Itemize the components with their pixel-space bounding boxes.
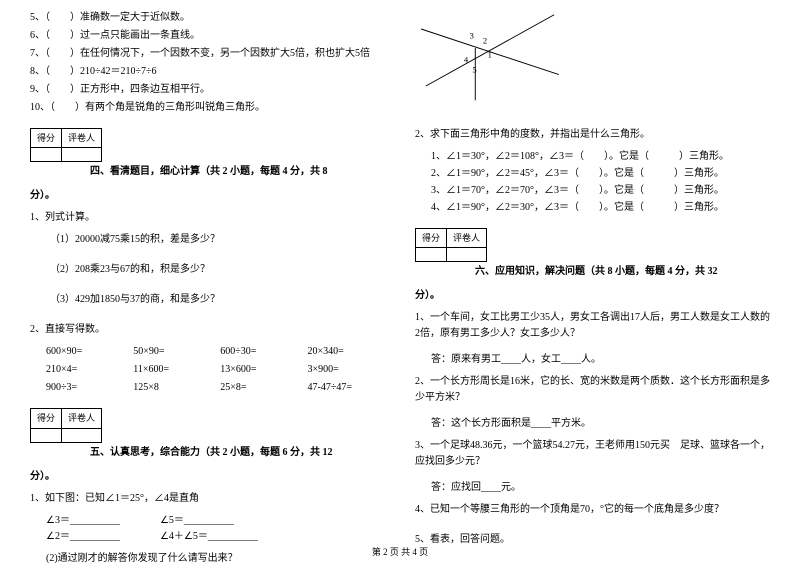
svg-text:2: 2 [483,35,487,45]
svg-text:5: 5 [472,65,476,75]
calc-cell: 13×600= [220,362,289,378]
true-false-block: 5、（ ）准确数一定大于近似数。 6、（ ）过一点只能画出一条直线。 7、（ ）… [30,10,385,116]
angle-group: 1、∠1＝30°，∠2＝108°，∠3＝（ ）。它是（ ）三角形。 2、∠1＝9… [431,149,770,216]
blank: ∠4＋∠5＝__________ [160,529,258,545]
score-row-4: 得分 评卷人 [30,128,385,162]
s6-q1: 1、一个车间，女工比男工少35人，男女工各调出17人后，男工人数是女工人数的2倍… [415,310,770,342]
svg-text:4: 4 [464,54,469,64]
s6-q4: 4、已知一个等腰三角形的一个顶角是70，°它的每一个底角是多少度？ [415,502,770,518]
score-table: 得分 评卷人 [415,228,487,262]
section-4-tail: 分）。 [30,188,385,204]
calc-cell: 125×8 [133,380,202,396]
score-table: 得分 评卷人 [30,128,102,162]
grader-label: 评卷人 [62,129,102,148]
angle-item: 4、∠1＝90°，∠2＝30°，∠3＝（ ）。它是（ ）三角形。 [431,200,770,216]
s4-q1b: （2）208乘23与67的和，积是多少？ [50,262,385,278]
calc-grid: 600×90= 50×90= 600÷30= 20×340= 210×4= 11… [46,344,385,396]
blank: ∠3＝__________ [46,513,120,529]
calc-cell: 900÷3= [46,380,115,396]
calc-cell: 47-47÷47= [308,380,385,396]
tf-item: 9、（ ）正方形中，四条边互相平行。 [30,82,385,98]
angle-item: 2、∠1＝90°，∠2＝45°，∠3＝（ ）。它是（ ）三角形。 [431,166,770,182]
score-row-5: 得分 评卷人 [30,408,385,442]
angle-diagram: 321 45 [415,10,565,105]
blank-row: ∠2＝__________ ∠4＋∠5＝__________ [46,529,385,545]
score-label: 得分 [31,409,62,428]
score-table: 得分 评卷人 [30,408,102,442]
svg-text:3: 3 [470,31,474,41]
right-column: 321 45 2、求下面三角形中角的度数，并指出是什么三角形。 1、∠1＝30°，… [415,10,770,573]
s4-q1a: （1）20000减75乘15的积，差是多少？ [50,232,385,248]
tf-item: 5、（ ）准确数一定大于近似数。 [30,10,385,26]
tf-item: 7、（ ）在任何情况下，一个因数不变，另一个因数扩大5倍，积也扩大5倍 [30,46,385,62]
calc-cell: 20×340= [308,344,385,360]
s6-q3: 3、一个足球48.36元，一个篮球54.27元，王老师用150元买 足球、篮球各… [415,438,770,470]
s6-a3: 答：应找回____元。 [431,480,770,496]
calc-cell: 50×90= [133,344,202,360]
grader-label: 评卷人 [62,409,102,428]
calc-cell: 11×600= [133,362,202,378]
section-6-title: 六、应用知识，解决问题（共 8 小题，每题 4 分，共 32 [475,264,770,280]
s6-a2: 答：这个长方形面积是____平方米。 [431,416,770,432]
score-label: 得分 [416,229,447,248]
svg-text:1: 1 [488,50,492,60]
tf-item: 8、（ ）210÷42＝210÷7÷6 [30,64,385,80]
blank-row: ∠3＝__________ ∠5＝__________ [46,513,385,529]
score-row-6: 得分 评卷人 [415,228,770,262]
tf-item: 6、（ ）过一点只能画出一条直线。 [30,28,385,44]
page-footer: 第 2 页 共 4 页 [0,545,800,559]
s4-q1: 1、列式计算。 [30,210,385,226]
s6-a1: 答：原来有男工____人，女工____人。 [431,352,770,368]
blank: ∠5＝__________ [160,513,234,529]
s4-q1c: （3）429加1850与37的商，和是多少？ [50,292,385,308]
calc-cell: 600÷30= [220,344,289,360]
s6-q2: 2、一个长方形周长是16米，它的长、宽的米数是两个质数．这个长方形面积是多少平方… [415,374,770,406]
section-5-title: 五、认真思考，综合能力（共 2 小题，每题 6 分，共 12 [90,445,385,461]
tf-item: 10、（ ）有两个角是锐角的三角形叫锐角三角形。 [30,100,385,116]
blank: ∠2＝__________ [46,529,120,545]
grader-label: 评卷人 [447,229,487,248]
section-5-tail: 分）。 [30,469,385,485]
calc-cell: 600×90= [46,344,115,360]
angle-item: 3、∠1＝70°，∠2＝70°，∠3＝（ ）。它是（ ）三角形。 [431,183,770,199]
calc-cell: 25×8= [220,380,289,396]
calc-cell: 210×4= [46,362,115,378]
s4-q2: 2、直接写得数。 [30,322,385,338]
calc-cell: 3×900= [308,362,385,378]
score-label: 得分 [31,129,62,148]
s5-q1: 1、如下图：已知∠1＝25°，∠4是直角 [30,491,385,507]
angle-item: 1、∠1＝30°，∠2＝108°，∠3＝（ ）。它是（ ）三角形。 [431,149,770,165]
section-4-title: 四、看清题目，细心计算（共 2 小题，每题 4 分，共 8 [90,164,385,180]
section-6-tail: 分）。 [415,288,770,304]
r-q2: 2、求下面三角形中角的度数，并指出是什么三角形。 [415,127,770,143]
left-column: 5、（ ）准确数一定大于近似数。 6、（ ）过一点只能画出一条直线。 7、（ ）… [30,10,385,573]
